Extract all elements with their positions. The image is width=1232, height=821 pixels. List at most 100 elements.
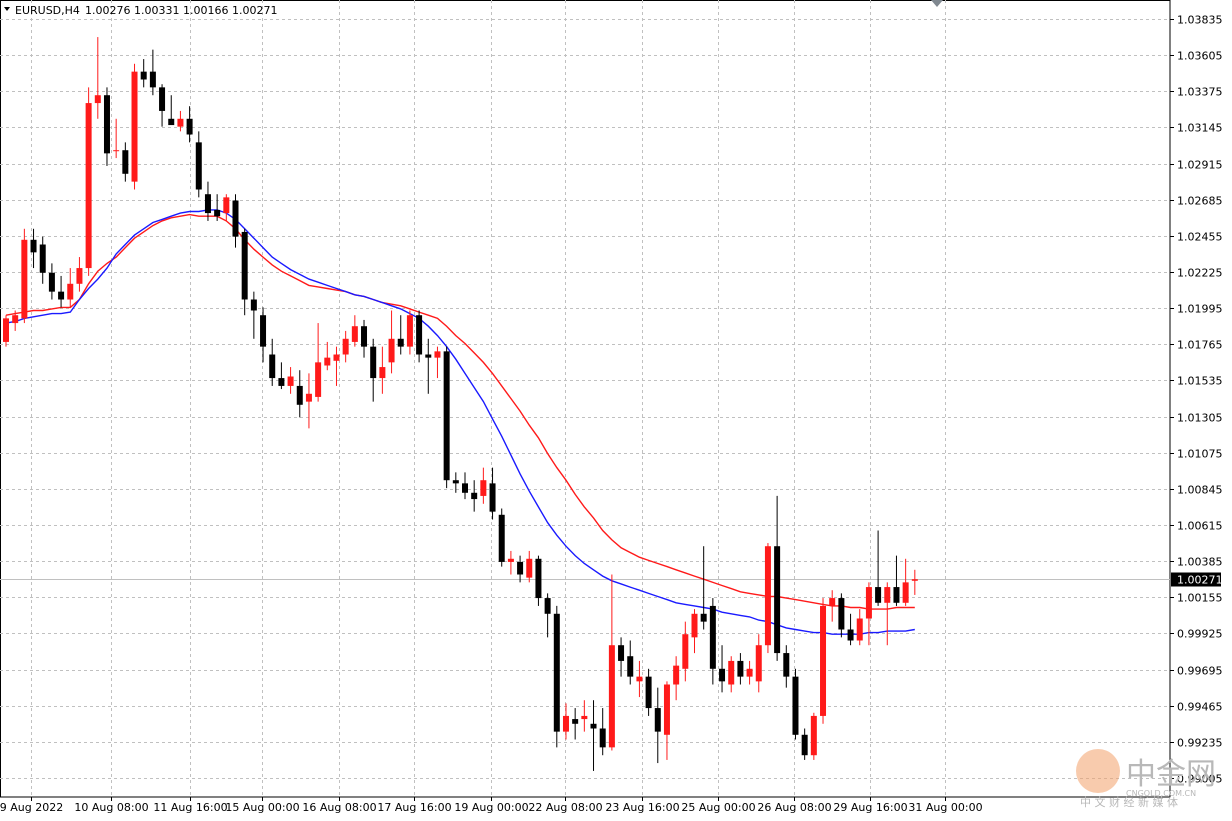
candle <box>636 660 643 698</box>
candle-body <box>324 357 331 366</box>
candle <box>865 582 872 646</box>
candle-body <box>85 103 92 269</box>
candle-body <box>572 719 579 724</box>
candle <box>159 84 166 127</box>
candle <box>875 530 882 606</box>
candle-body <box>581 715 588 720</box>
candle <box>608 574 615 751</box>
candle-body <box>388 338 395 363</box>
candle-body <box>608 645 615 748</box>
candle-body <box>296 385 303 405</box>
candle <box>113 118 120 159</box>
x-tick-label: 11 Aug 16:00 <box>153 801 227 814</box>
candle <box>140 59 147 88</box>
candle-body <box>21 239 28 319</box>
candle <box>131 63 138 190</box>
candle-body <box>755 645 762 682</box>
candle-body <box>599 728 606 748</box>
candle-body <box>214 209 221 217</box>
candle <box>21 228 28 324</box>
candle-body <box>58 291 65 300</box>
candle-body <box>636 676 643 682</box>
candle-body <box>801 734 808 756</box>
watermark-site: CNGOLD.COM.CN <box>1126 789 1196 798</box>
candle-body <box>856 618 863 641</box>
candle-body <box>168 118 175 126</box>
candle-body <box>553 613 560 732</box>
candle <box>755 634 762 693</box>
candle-body <box>875 587 882 603</box>
y-tick-label: 1.02685 <box>1177 195 1223 208</box>
x-tick-label: 25 Aug 00:00 <box>681 801 755 814</box>
current-price-box <box>1171 572 1221 587</box>
candle-body <box>278 378 285 386</box>
x-tick-label: 10 Aug 08:00 <box>74 801 148 814</box>
candle-body <box>260 315 267 347</box>
candle <box>884 582 891 646</box>
chart-header: EURUSD,H4 1.00276 1.00331 1.00166 1.0027… <box>4 4 277 17</box>
x-tick-label: 19 Aug 00:00 <box>454 801 528 814</box>
candle-body <box>67 283 74 300</box>
candle <box>103 87 110 166</box>
scroll-marker-icon[interactable] <box>931 0 943 7</box>
candle <box>443 346 450 489</box>
dropdown-triangle-icon[interactable] <box>4 7 10 11</box>
candle-body <box>351 326 358 342</box>
candle <box>627 640 634 685</box>
cngold-logo-icon <box>1076 749 1120 793</box>
candle <box>149 49 156 96</box>
candle <box>425 338 432 394</box>
candle <box>333 346 340 386</box>
candle-body <box>397 338 404 347</box>
y-tick-label: 1.01075 <box>1177 448 1223 461</box>
candle <box>58 275 65 308</box>
candle-body <box>370 346 377 379</box>
candle-body <box>94 95 101 104</box>
candle <box>838 593 845 638</box>
candle <box>287 367 294 394</box>
y-tick-label: 1.00385 <box>1177 556 1223 569</box>
y-tick-label: 1.02225 <box>1177 267 1223 280</box>
candle-body <box>250 299 257 311</box>
candle-body <box>113 150 120 152</box>
candle-body <box>131 71 138 182</box>
candle <box>379 346 386 394</box>
candle-body <box>792 676 799 735</box>
x-tick-label: 15 Aug 00:00 <box>225 801 299 814</box>
candle-body <box>728 660 735 685</box>
candle-body <box>517 561 524 575</box>
candle <box>847 613 854 646</box>
candle <box>351 315 358 347</box>
y-tick-label: 0.99925 <box>1177 628 1223 641</box>
candle <box>361 319 368 358</box>
candle <box>260 307 267 363</box>
candle-body <box>443 351 450 481</box>
candle-body <box>544 598 551 614</box>
candle <box>893 555 900 606</box>
candle <box>581 700 588 732</box>
watermark: 中金网 中 文 财 经 新 媒 体 CNGOLD.COM.CN <box>1076 749 1216 809</box>
candle-body <box>195 142 202 190</box>
candle-body <box>204 194 211 214</box>
candle-body <box>315 362 322 397</box>
candle <box>654 687 661 764</box>
candle-body <box>865 587 872 619</box>
candle <box>3 315 9 347</box>
candle <box>507 550 514 575</box>
y-tick-label: 1.02455 <box>1177 231 1223 244</box>
candle <box>406 310 413 355</box>
candle-body <box>902 582 909 603</box>
candle <box>783 645 790 688</box>
candle-body <box>820 605 827 716</box>
x-tick-label: 9 Aug 2022 <box>0 801 63 814</box>
candle <box>388 310 395 374</box>
candle-body <box>76 268 83 284</box>
current-price-label: 1.00271 <box>1177 574 1223 587</box>
candle <box>709 598 716 685</box>
y-tick-label: 1.03145 <box>1177 122 1223 135</box>
candle-body <box>682 634 689 669</box>
candle <box>801 728 808 760</box>
grid <box>0 0 1171 798</box>
